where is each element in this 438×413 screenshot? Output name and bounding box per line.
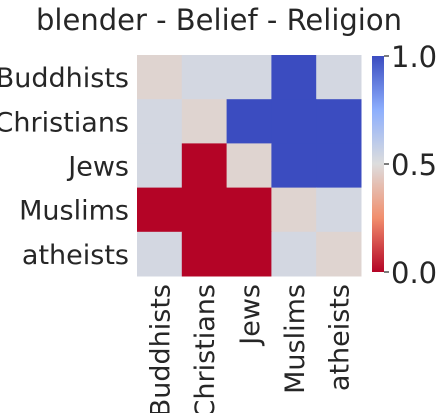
heatmap-cell (226, 231, 272, 277)
colorbar-tick-label: 0.5 (391, 148, 437, 182)
colorbar-tick-label: 0.0 (391, 256, 437, 290)
heatmap-cell (181, 231, 228, 277)
heatmap-cell (316, 55, 362, 100)
column-label: Buddhists (145, 284, 176, 413)
heatmap-cell (137, 187, 183, 233)
row-label: atheists (22, 240, 129, 271)
heatmap-cell (316, 143, 362, 189)
heatmap-cell (181, 143, 228, 189)
row-label: Christians (0, 107, 129, 138)
colorbar (372, 56, 384, 272)
heatmap-cell (226, 55, 272, 100)
heatmap-cell (137, 55, 183, 100)
heatmap-cells (137, 55, 362, 277)
heatmap-cell (271, 55, 317, 100)
heatmap-cell (181, 187, 228, 233)
heatmap-cell (137, 143, 183, 189)
heatmap-cell (137, 231, 183, 277)
colorbar-ticks: 0.0 0.5 1.0 (384, 40, 437, 290)
heatmap-cell (271, 187, 317, 233)
heatmap-cell (181, 99, 228, 144)
row-label: Jews (66, 152, 129, 183)
heatmap-cell (137, 99, 183, 144)
heatmap-cell (226, 99, 272, 144)
column-label: Muslims (280, 284, 311, 394)
row-label: Muslims (19, 196, 129, 227)
column-label: Jews (235, 284, 266, 347)
heatmap-cell (271, 143, 317, 189)
column-label: atheists (325, 284, 356, 391)
heatmap-cell (271, 231, 317, 277)
row-labels: Buddhists Christians Jews Muslims atheists (0, 63, 129, 271)
heatmap-cell (316, 187, 362, 233)
column-labels: Buddhists Christians Jews Muslims atheists (145, 284, 355, 413)
colorbar-tick-label: 1.0 (391, 40, 437, 74)
heatmap-cell (226, 143, 272, 189)
heatmap-cell (226, 187, 272, 233)
column-label: Christians (190, 284, 221, 413)
heatmap-cell (316, 99, 362, 144)
heatmap-cell (181, 55, 228, 100)
chart-title: blender - Belief - Religion (36, 3, 402, 37)
heatmap-cell (316, 231, 362, 277)
heatmap-cell (271, 99, 317, 144)
row-label: Buddhists (0, 63, 129, 94)
